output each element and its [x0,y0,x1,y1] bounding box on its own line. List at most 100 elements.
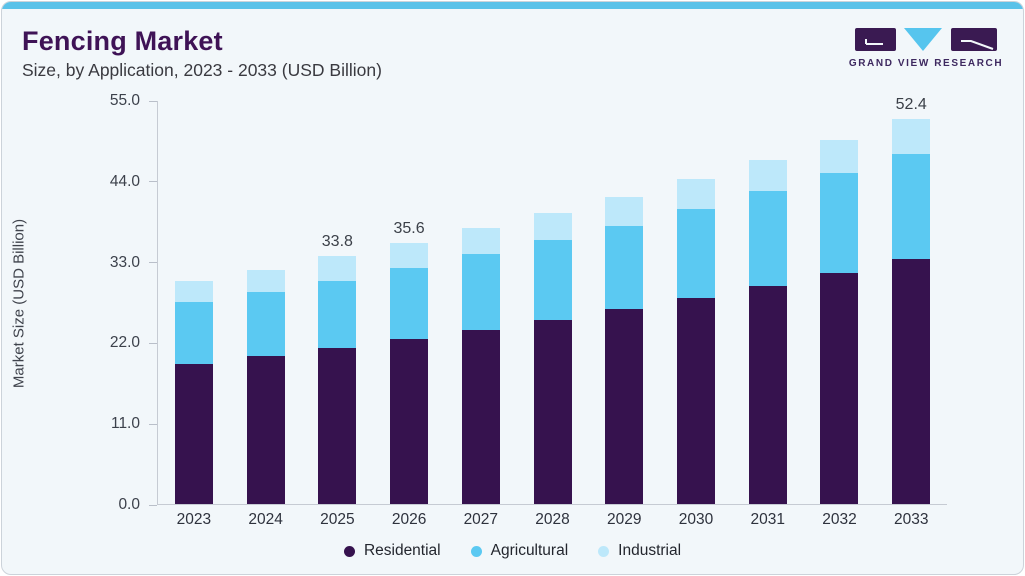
bar-slot-2031 [732,101,804,504]
stacked-bar-2028 [533,213,572,504]
x-tick-label-2024: 2024 [248,511,283,528]
page-subtitle: Size, by Application, 2023 - 2033 (USD B… [22,60,382,80]
x-tick-label-2032: 2032 [822,511,857,528]
logo-wordmark: GRAND VIEW RESEARCH [848,58,1004,69]
bar-segment-agricultural-2029 [605,226,644,310]
bar-segment-agricultural-2023 [174,302,213,365]
bar-slot-2032 [804,101,876,504]
bar-segment-agricultural-2026 [390,268,429,340]
bar-segment-residential-2025 [318,348,357,504]
bar-segment-residential-2028 [533,319,572,504]
x-tick-label-2026: 2026 [391,511,427,528]
legend-label: Residential [363,542,441,559]
x-tick-label-2027: 2027 [463,511,499,528]
y-tick: 11.0 [2,415,157,433]
legend-item-agricultural: Agricultural [470,542,569,560]
bar-slot-2033: 52.4 [875,96,947,504]
stacked-bar-2027 [461,227,500,504]
bar-segment-industrial-2029 [605,196,644,227]
bar-segment-agricultural-2030 [677,208,715,299]
y-tick-label: 11.0 [110,415,140,433]
bar-total-label-2033: 52.4 [895,96,927,114]
bar-segment-agricultural-2025 [318,280,357,349]
bar-total-label-2025: 33.8 [321,232,353,250]
y-tick-label: 0.0 [118,496,140,513]
bar-segment-industrial-2030 [677,179,715,209]
bar-segment-industrial-2024 [246,269,285,292]
legend-dot-residential [343,545,355,557]
y-tick-mark [149,100,157,102]
y-tick-label: 22.0 [109,334,140,352]
bar-segment-industrial-2028 [533,213,572,240]
y-tick-label: 44.0 [109,172,140,190]
bar-segment-residential-2023 [174,364,213,504]
x-tick-label-2029: 2029 [607,511,642,528]
stacked-bar-2025 [318,255,357,504]
y-tick: 22.0 [2,334,157,352]
stacked-bar-2024 [246,269,285,504]
legend-dot-agricultural [470,545,482,557]
bar-slot-2024 [230,101,302,504]
y-tick-label: 33.0 [109,253,140,271]
gvr-logo-icon [855,28,997,51]
bar-segment-industrial-2025 [318,255,357,281]
bar-segment-residential-2026 [390,339,429,504]
bar-segment-residential-2024 [246,356,285,504]
bar-slot-2026: 35.6 [373,101,445,504]
bar-segment-industrial-2027 [461,227,500,254]
bar-slot-2029 [588,101,660,504]
bar-segment-residential-2029 [605,309,644,504]
bar-segment-residential-2031 [748,285,787,504]
y-axis-ticks: 0.0 11.0 22.0 33.0 44.0 55.0 [2,92,157,513]
bar-segment-agricultural-2033 [892,154,931,259]
y-tick-mark [149,181,157,183]
bar-segment-industrial-2032 [820,140,859,173]
y-tick-mark [149,423,157,425]
stacked-bar-2029 [605,196,644,504]
bar-segment-agricultural-2028 [533,239,572,320]
y-tick: 0.0 [2,496,157,514]
legend-item-residential: Residential [343,542,441,560]
top-accent-bar [2,2,1023,9]
bar-slot-2025: 33.8 [301,101,373,504]
bar-total-label-2026: 35.6 [393,219,425,237]
legend-label: Industrial [618,542,682,559]
bar-segment-agricultural-2032 [820,172,859,274]
stacked-bar-2026 [390,242,429,504]
bar-slot-2028 [517,101,589,504]
legend-label: Agricultural [490,542,569,559]
y-tick-mark [149,262,157,264]
y-tick: 33.0 [2,254,157,272]
plot-area: 33.8 35.6 52.4 2023 2024 2025 2026 2027 2028 202… [157,96,947,528]
y-tick-mark [149,342,157,344]
legend-item-industrial: Industrial [598,542,681,560]
bar-slot-2027 [445,101,517,504]
legend-dot-industrial [598,545,610,557]
bar-segment-agricultural-2031 [748,191,787,286]
x-tick-label-2030: 2030 [678,511,714,528]
page-title: Fencing Market [22,26,223,56]
bar-segment-agricultural-2027 [461,253,500,330]
stacked-bar-2030 [677,179,715,504]
x-tick-label-2031: 2031 [750,511,785,528]
bar-segment-industrial-2026 [390,242,429,269]
x-tick-label-2033: 2033 [893,511,929,528]
x-tick-label-2025: 2025 [320,511,355,528]
bar-segment-industrial-2023 [174,281,213,303]
x-axis-labels: 2023 2024 2025 2026 2027 2028 2029 2030 2031 2032… [158,511,947,529]
bar-segment-residential-2032 [820,273,859,504]
stacked-bar-2031 [748,160,787,504]
y-tick-label: 55.0 [109,92,140,109]
bars-container: 33.8 35.6 52.4 [158,96,947,504]
bar-slot-2030 [660,101,732,504]
y-tick: 44.0 [2,173,157,191]
bar-slot-2023 [158,101,230,504]
stacked-bar-2023 [174,281,213,504]
legend: Residential Agricultural Industrial [2,542,1023,560]
bar-segment-residential-2033 [892,258,931,504]
x-tick-label-2023: 2023 [176,511,212,528]
bar-segment-residential-2030 [677,298,715,504]
stacked-bar-2033 [892,119,931,504]
stacked-bar-2032 [820,140,859,504]
